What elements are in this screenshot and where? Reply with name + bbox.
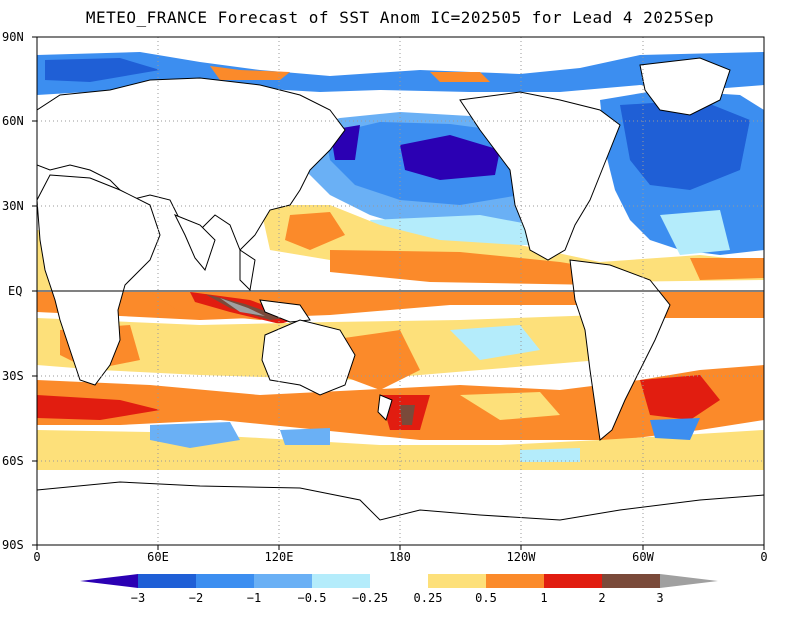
ytick-eq: EQ (8, 284, 23, 298)
xtick-0-end: 0 (760, 550, 768, 564)
xtick-120w: 120W (506, 550, 536, 564)
colorbar (80, 574, 718, 588)
xtick-180: 180 (389, 550, 411, 564)
colorbar-label: −0.5 (297, 591, 327, 605)
colorbar-label: −2 (188, 591, 204, 605)
gridlines (37, 37, 764, 545)
colorbar-segment (486, 574, 544, 588)
colorbar-segment (196, 574, 254, 588)
map-title: METEO_FRANCE Forecast of SST Anom IC=202… (85, 8, 715, 27)
colorbar-label: −1 (246, 591, 262, 605)
colorbar-right-arrow (660, 574, 718, 588)
xtick-60e: 60E (147, 550, 169, 564)
colorbar-segment (428, 574, 486, 588)
ytick-90s: 90S (2, 538, 24, 552)
ytick-30n: 30N (2, 199, 24, 213)
axis-ticks (32, 36, 765, 550)
ytick-60s: 60S (2, 454, 24, 468)
colorbar-label: −3 (130, 591, 146, 605)
ytick-60n: 60N (2, 114, 24, 128)
colorbar-label: 0.5 (475, 591, 497, 605)
colorbar-segment (544, 574, 602, 588)
ytick-30s: 30S (2, 369, 24, 383)
colorbar-label: 0.25 (413, 591, 443, 605)
colorbar-label: 3 (656, 591, 664, 605)
colorbar-label: 1 (540, 591, 548, 605)
xtick-0: 0 (33, 550, 41, 564)
colorbar-segment (312, 574, 370, 588)
colorbar-segment (370, 574, 428, 588)
colorbar-segment (602, 574, 660, 588)
colorbar-left-arrow (80, 574, 138, 588)
colorbar-segment (138, 574, 196, 588)
colorbar-label: −0.25 (351, 591, 389, 605)
xtick-60w: 60W (632, 550, 654, 564)
colorbar-segment (254, 574, 312, 588)
colorbar-label: 2 (598, 591, 606, 605)
xtick-120e: 120E (264, 550, 294, 564)
ytick-90n: 90N (2, 30, 24, 44)
